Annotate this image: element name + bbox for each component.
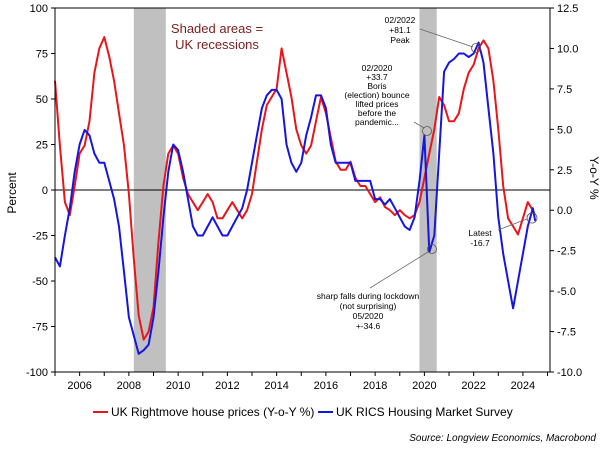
rics-series-line bbox=[54, 41, 537, 355]
boris-label-line-4: (election) bounce bbox=[344, 90, 409, 100]
legend: UK Rightmove house prices (Y-o-Y %) UK R… bbox=[93, 405, 513, 419]
x-tick-label: 2020 bbox=[412, 380, 436, 392]
annotation-boris: 02/2020 +33.7 Boris (election) bounce li… bbox=[344, 63, 432, 136]
boris-label-line-6: before the bbox=[358, 108, 397, 118]
lockdown-label-line-3: 05/2020 bbox=[353, 311, 384, 321]
annotation-peak: 02/2022 +81.1 Peak bbox=[385, 15, 481, 53]
x-tick-label: 2012 bbox=[215, 380, 239, 392]
shade-label: Shaded areas = UK recessions bbox=[171, 21, 263, 52]
annotation-latest: Latest -16.7 bbox=[468, 212, 538, 248]
left-tick-label: 25 bbox=[36, 140, 48, 152]
left-tick-label: -50 bbox=[32, 276, 48, 288]
boris-marker bbox=[422, 126, 432, 136]
latest-marker bbox=[526, 212, 538, 224]
right-axis-title: Y-o-Y % bbox=[587, 156, 601, 200]
right-tick-label: 5.0 bbox=[557, 124, 572, 136]
right-tick-label: 10.0 bbox=[557, 43, 578, 55]
right-tick-label: -5.0 bbox=[557, 286, 576, 298]
latest-label-line-1: Latest bbox=[468, 228, 492, 238]
latest-leader-line bbox=[497, 218, 528, 231]
left-tick-label: 100 bbox=[30, 3, 48, 15]
left-tick-label: -25 bbox=[32, 231, 48, 243]
source-note: Source: Longview Economics, Macrobond bbox=[409, 433, 596, 444]
left-tick-label: 0 bbox=[42, 185, 48, 197]
boris-label-line-7: pandemic... bbox=[355, 117, 399, 127]
lockdown-label-line-4: +-34.6 bbox=[356, 321, 381, 331]
left-tick-label: 75 bbox=[36, 49, 48, 61]
boris-label-line-5: lifted prices bbox=[356, 99, 399, 109]
boris-label-line-2: +33.7 bbox=[366, 72, 388, 82]
right-tick-label: 0.0 bbox=[557, 205, 572, 217]
peak-label-line-3: Peak bbox=[390, 35, 410, 45]
right-tick-label: -2.5 bbox=[557, 246, 576, 258]
x-tick-label: 2006 bbox=[67, 380, 91, 392]
shade-label-line-1: Shaded areas = bbox=[171, 21, 263, 36]
rightmove-series-line bbox=[54, 36, 537, 341]
left-axis: 100 75 50 25 0 -25 -50 -75 -100 bbox=[26, 3, 55, 379]
peak-leader-line bbox=[419, 28, 474, 48]
left-tick-label: -100 bbox=[26, 367, 48, 379]
x-tick-label: 2010 bbox=[166, 380, 190, 392]
right-tick-label: -7.5 bbox=[557, 327, 576, 339]
x-tick-label: 2018 bbox=[363, 380, 387, 392]
boris-label-line-1: 02/2020 bbox=[362, 63, 393, 73]
series-lines bbox=[54, 36, 537, 355]
x-tick-label: 2022 bbox=[461, 380, 485, 392]
boris-label-line-3: Boris bbox=[367, 81, 386, 91]
shade-label-line-2: UK recessions bbox=[175, 37, 259, 52]
x-tick-label: 2008 bbox=[117, 380, 141, 392]
lockdown-marker bbox=[427, 244, 437, 254]
x-axis: 2006 2008 2010 2012 2014 2016 2018 2020 2022 2024 bbox=[54, 372, 549, 392]
boris-leader-line bbox=[413, 121, 425, 129]
lockdown-label-line-2: (not surprising) bbox=[340, 301, 397, 311]
peak-label-line-1: 02/2022 bbox=[385, 15, 416, 25]
left-tick-label: -75 bbox=[32, 322, 48, 334]
peak-marker bbox=[471, 43, 481, 53]
x-tick-label: 2024 bbox=[511, 380, 535, 392]
left-tick-label: 50 bbox=[36, 94, 48, 106]
lockdown-label-line-1: sharp falls during lockdown bbox=[317, 291, 420, 301]
legend-label-rics: UK RICS Housing Market Survey bbox=[336, 405, 513, 419]
annotation-lockdown: sharp falls during lockdown (not surpris… bbox=[317, 244, 437, 331]
right-tick-label: -10.0 bbox=[557, 367, 582, 379]
lockdown-leader-line bbox=[369, 251, 429, 289]
left-axis-title: Percent bbox=[5, 172, 19, 214]
right-tick-label: 7.5 bbox=[557, 84, 572, 96]
peak-label-line-2: +81.1 bbox=[389, 25, 411, 35]
x-tick-label: 2014 bbox=[264, 380, 288, 392]
latest-label-line-2: -16.7 bbox=[470, 238, 490, 248]
legend-label-rightmove: UK Rightmove house prices (Y-o-Y %) bbox=[111, 405, 314, 419]
right-tick-label: 2.5 bbox=[557, 165, 572, 177]
x-tick-label: 2016 bbox=[314, 380, 338, 392]
right-axis: 12.5 10.0 7.5 5.0 2.5 0.0 -2.5 -5.0 -7.5 -10.0 bbox=[550, 3, 582, 379]
right-tick-label: 12.5 bbox=[557, 3, 578, 15]
